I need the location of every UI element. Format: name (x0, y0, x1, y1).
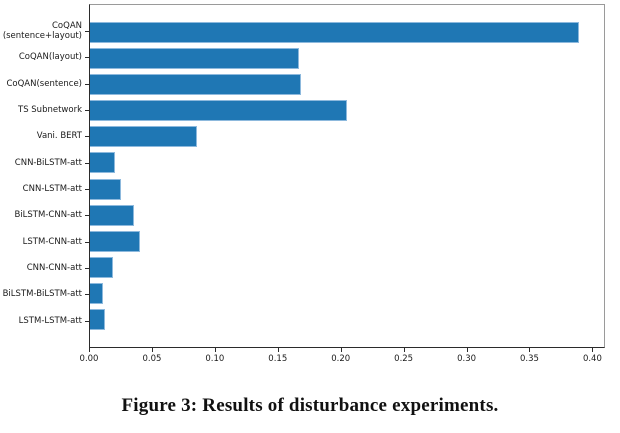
bar-row (90, 228, 604, 254)
category-label: CoQAN (sentence+layout) (2, 20, 82, 42)
bar-row (90, 255, 604, 281)
bar (90, 178, 122, 200)
x-tick-mark (277, 348, 279, 352)
bar (90, 21, 579, 43)
bar (90, 230, 141, 252)
y-tick-mark (85, 241, 89, 243)
category-label: CNN-LSTM-att (22, 184, 82, 195)
x-tick-mark (466, 348, 468, 352)
y-tick-mark (85, 268, 89, 270)
x-tick-label: 0.15 (268, 354, 288, 364)
category-label: Vani. BERT (36, 131, 82, 142)
bar-row (90, 19, 604, 45)
bar-row (90, 124, 604, 150)
bar-row (90, 307, 604, 333)
y-tick-mark (85, 189, 89, 191)
x-tick-mark (214, 348, 216, 352)
y-label-row: CoQAN (sentence+layout) (0, 18, 89, 44)
x-tick-label: 0.05 (142, 354, 162, 364)
y-label-row: CNN-CNN-att (0, 255, 89, 281)
y-label-row: Vani. BERT (0, 123, 89, 149)
bar-row (90, 98, 604, 124)
x-tick-mark (89, 348, 90, 352)
bar (90, 73, 301, 95)
category-label: BiLSTM-CNN-att (14, 210, 82, 221)
bar-row (90, 71, 604, 97)
y-tick-mark (85, 57, 89, 59)
y-label-row: BiLSTM-CNN-att (0, 202, 89, 228)
bar (90, 309, 106, 331)
y-label-row: LSTM-LSTM-att (0, 308, 89, 334)
x-tick-label: 0.00 (79, 354, 99, 364)
y-tick-mark (85, 320, 89, 322)
bar (90, 257, 113, 279)
y-tick-mark (85, 83, 89, 85)
x-tick-mark (592, 348, 594, 352)
y-axis-labels: CoQAN (sentence+layout) CoQAN(layout) CoQA… (0, 4, 89, 348)
x-tick-label: 0.30 (457, 354, 477, 364)
y-label-row: CNN-LSTM-att (0, 176, 89, 202)
bar-row (90, 45, 604, 71)
plot-area (89, 4, 605, 348)
bar-series (90, 5, 604, 347)
category-label: LSTM-LSTM-att (18, 315, 82, 326)
y-tick-mark (85, 136, 89, 138)
figure-caption: Figure 3: Results of disturbance experim… (121, 395, 499, 416)
x-tick-mark (340, 348, 342, 352)
x-tick-mark (529, 348, 531, 352)
y-tick-mark (85, 294, 89, 296)
y-tick-mark (85, 162, 89, 164)
category-label: LSTM-CNN-att (22, 236, 82, 247)
y-label-row: CoQAN(sentence) (0, 71, 89, 97)
bar (90, 283, 103, 305)
y-label-row: LSTM-CNN-att (0, 229, 89, 255)
x-tick-label: 0.40 (582, 354, 602, 364)
bar-row (90, 176, 604, 202)
bar-row (90, 150, 604, 176)
y-tick-mark (85, 31, 89, 33)
category-label: TS Subnetwork (18, 105, 82, 116)
bar (90, 126, 197, 148)
x-tick-label: 0.10 (205, 354, 225, 364)
y-label-row: BiLSTM-BiLSTM-att (0, 281, 89, 307)
category-label: BiLSTM-BiLSTM-att (2, 289, 82, 300)
y-tick-mark (85, 110, 89, 112)
y-label-row: TS Subnetwork (0, 97, 89, 123)
bar (90, 204, 134, 226)
bar-row (90, 202, 604, 228)
bar (90, 47, 300, 69)
y-tick-mark (85, 215, 89, 217)
category-label: CoQAN(sentence) (6, 78, 82, 89)
x-tick-label: 0.25 (394, 354, 414, 364)
category-label: CoQAN(layout) (18, 52, 82, 63)
category-label: CNN-BiLSTM-att (14, 157, 82, 168)
bar (90, 100, 347, 122)
bar (90, 152, 116, 174)
category-label: CNN-CNN-att (26, 263, 82, 274)
bar-row (90, 281, 604, 307)
x-tick-mark (403, 348, 405, 352)
y-label-row: CoQAN(layout) (0, 44, 89, 70)
x-tick-mark (151, 348, 153, 352)
x-tick-label: 0.35 (520, 354, 539, 364)
x-tick-label: 0.20 (331, 354, 351, 364)
y-label-row: CNN-BiLSTM-att (0, 150, 89, 176)
